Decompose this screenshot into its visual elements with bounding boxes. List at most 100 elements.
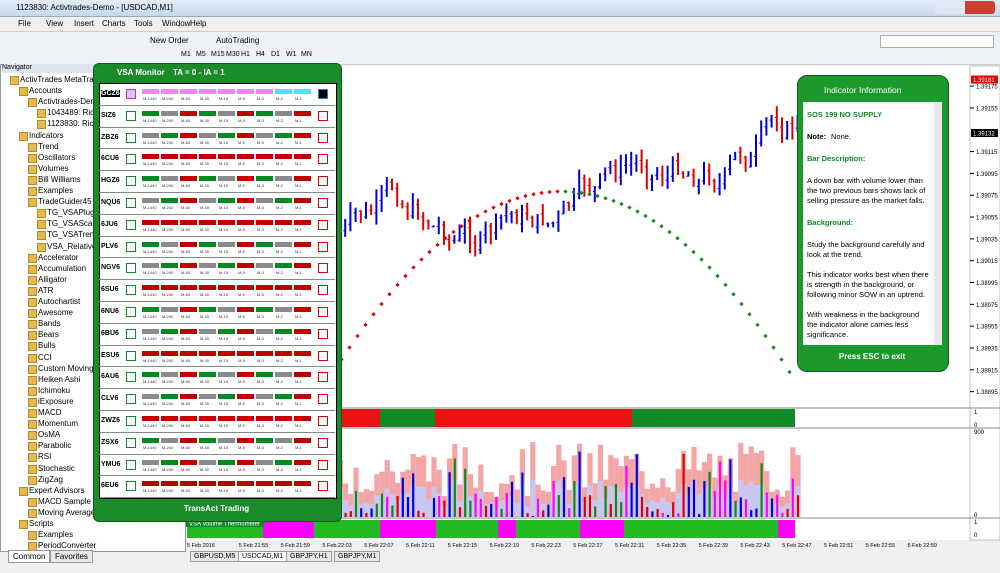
- info-footer[interactable]: Press ESC to exit: [838, 352, 906, 361]
- tree-item[interactable]: ATR: [38, 285, 54, 295]
- symbol-label[interactable]: 6NU6: [101, 308, 119, 315]
- chart-tab[interactable]: GBPUSD,M5: [190, 551, 240, 562]
- alert-checkbox[interactable]: [318, 198, 328, 208]
- tree-item[interactable]: Examples: [38, 530, 74, 540]
- tree-item[interactable]: Accounts: [29, 86, 62, 96]
- symbol-checkbox[interactable]: [126, 437, 136, 448]
- tree-item[interactable]: CCI: [38, 352, 52, 362]
- alert-checkbox[interactable]: [318, 219, 328, 230]
- symbol-label[interactable]: 6JU6: [101, 220, 118, 228]
- tree-item[interactable]: iExposure: [38, 396, 74, 406]
- symbol-checkbox[interactable]: [126, 372, 136, 383]
- alert-checkbox[interactable]: [318, 350, 328, 361]
- symbol-checkbox[interactable]: [126, 89, 136, 99]
- tree-item[interactable]: Heiken Ashi: [38, 374, 81, 384]
- alert-checkbox[interactable]: [318, 241, 328, 252]
- symbol-checkbox[interactable]: [126, 241, 136, 252]
- alert-checkbox[interactable]: [318, 263, 328, 274]
- tree-item[interactable]: ZigZag: [38, 474, 63, 484]
- window-controls[interactable]: [935, 1, 995, 14]
- symbol-label[interactable]: ZSX6: [101, 438, 119, 446]
- tree-item[interactable]: VSA_Relative_: [47, 241, 101, 251]
- symbol-checkbox[interactable]: [126, 198, 136, 208]
- timeframe-button[interactable]: M15: [211, 51, 225, 58]
- menu-item[interactable]: Charts: [102, 19, 126, 28]
- symbol-label[interactable]: NGV6: [101, 264, 121, 272]
- symbol-label[interactable]: PLV6: [101, 242, 118, 250]
- symbol-checkbox[interactable]: [126, 176, 136, 187]
- symbol-label[interactable]: HGZ6: [101, 177, 120, 185]
- symbol-checkbox[interactable]: [126, 350, 136, 361]
- tree-item[interactable]: TG_VSAScan: [47, 219, 97, 229]
- tree-item[interactable]: OsMA: [38, 430, 61, 440]
- symbol-checkbox[interactable]: [126, 219, 136, 230]
- tree-item[interactable]: Alligator: [38, 274, 67, 284]
- tree-item[interactable]: Scripts: [29, 519, 54, 528]
- symbol-checkbox[interactable]: [126, 307, 136, 317]
- tree-item[interactable]: Ichimoku: [38, 385, 71, 395]
- tree-item[interactable]: Oscillators: [38, 152, 76, 162]
- symbol-checkbox[interactable]: [126, 110, 136, 121]
- symbol-label[interactable]: SIZ6: [101, 111, 116, 119]
- navigator-tab[interactable]: Favorites: [50, 550, 93, 563]
- tree-item[interactable]: MACD Sample: [38, 496, 91, 506]
- alert-checkbox[interactable]: [318, 481, 328, 492]
- tree-item[interactable]: RSI: [38, 452, 52, 462]
- alert-checkbox[interactable]: [318, 372, 328, 383]
- alert-checkbox[interactable]: [318, 437, 328, 448]
- symbol-checkbox[interactable]: [126, 285, 136, 296]
- tree-item[interactable]: Volumes: [38, 163, 69, 173]
- timeframe-button[interactable]: H1: [241, 51, 250, 58]
- chart-tab[interactable]: USDCAD,M1: [238, 551, 288, 562]
- symbol-label[interactable]: 6SU6: [101, 286, 119, 294]
- tree-item[interactable]: TradeGuider45: [38, 197, 92, 207]
- timeframe-button[interactable]: W1: [286, 51, 297, 58]
- tree-item[interactable]: Activtrades-Demo: [38, 97, 102, 107]
- menu-item[interactable]: Insert: [74, 19, 95, 28]
- alert-checkbox[interactable]: [318, 154, 328, 165]
- alert-checkbox[interactable]: [318, 307, 328, 317]
- timeframe-button[interactable]: M5: [196, 51, 206, 58]
- alert-checkbox[interactable]: [318, 459, 328, 470]
- alert-checkbox[interactable]: [318, 328, 328, 339]
- symbol-checkbox[interactable]: [126, 481, 136, 492]
- tree-item[interactable]: Custom Moving: [38, 363, 94, 373]
- symbol-label[interactable]: YMU6: [101, 460, 121, 468]
- alert-checkbox[interactable]: [318, 416, 328, 426]
- timeframe-button[interactable]: D1: [271, 51, 280, 58]
- tree-item[interactable]: 1043489: Rich: [47, 108, 99, 118]
- alert-checkbox[interactable]: [318, 132, 328, 143]
- symbol-label[interactable]: ZBZ6: [101, 133, 119, 141]
- tree-item[interactable]: Bulls: [38, 341, 56, 351]
- timeframe-button[interactable]: M1: [181, 51, 191, 58]
- menu-item[interactable]: Tools: [134, 19, 153, 28]
- tree-item[interactable]: Indicators: [29, 130, 64, 140]
- tree-item[interactable]: Stochastic: [38, 463, 75, 473]
- menu-item[interactable]: File: [18, 19, 31, 28]
- tree-item[interactable]: TG_VSAPlugi: [47, 208, 97, 218]
- symbol-label[interactable]: ESU6: [101, 351, 120, 359]
- tree-item[interactable]: Accelerator: [38, 252, 79, 262]
- symbol-label[interactable]: 6CU6: [101, 155, 119, 163]
- timeframe-button[interactable]: MN: [301, 51, 312, 58]
- symbol-label[interactable]: ZWZ6: [101, 417, 121, 424]
- chart-tab[interactable]: GBPJPY,H1: [286, 551, 332, 562]
- tree-item[interactable]: Autochartist: [38, 297, 81, 306]
- symbol-checkbox[interactable]: [126, 394, 136, 405]
- menu-item[interactable]: Window: [162, 19, 191, 28]
- timeframe-button[interactable]: M30: [226, 51, 240, 58]
- timeframe-button[interactable]: H4: [256, 51, 265, 58]
- alert-checkbox[interactable]: [318, 110, 328, 121]
- tree-item[interactable]: Examples: [38, 186, 74, 195]
- symbol-checkbox[interactable]: [126, 154, 136, 165]
- tree-item[interactable]: Accumulation: [38, 263, 87, 273]
- new-order-button[interactable]: New Order: [150, 36, 189, 45]
- tree-item[interactable]: ActivTrades MetaTrader 4: [20, 75, 112, 84]
- tree-item[interactable]: 1123830: Rich: [47, 119, 98, 129]
- symbol-label[interactable]: 6AU6: [101, 373, 119, 381]
- tree-item[interactable]: MACD: [38, 408, 62, 417]
- tree-item[interactable]: Bears: [38, 330, 59, 340]
- tree-item[interactable]: Moving Average: [38, 507, 96, 517]
- chart-tab[interactable]: GBPJPY,M1: [334, 551, 381, 562]
- tree-item[interactable]: Bands: [38, 319, 61, 329]
